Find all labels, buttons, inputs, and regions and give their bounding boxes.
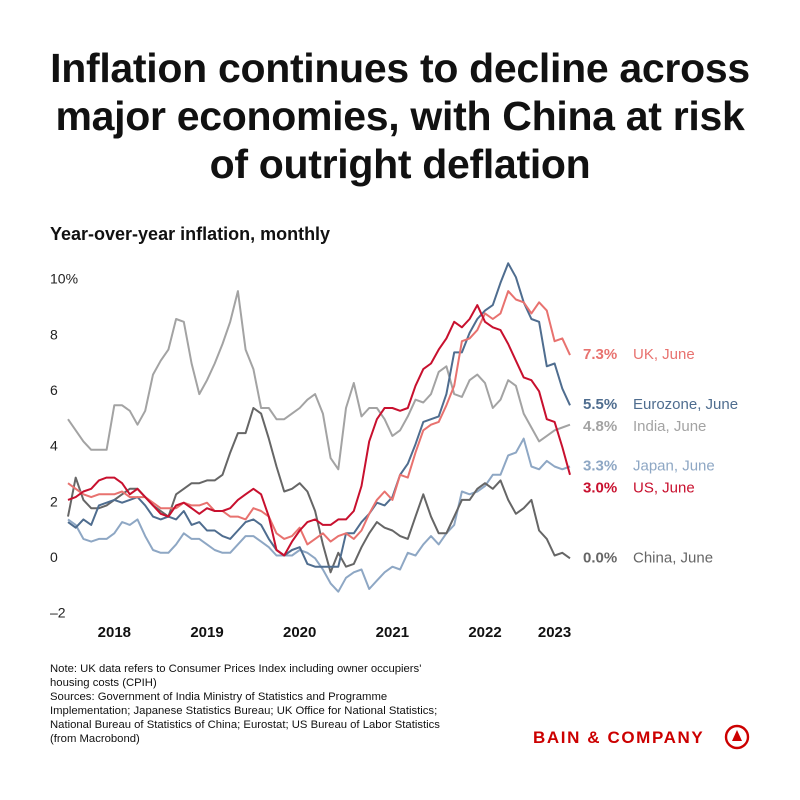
notes: Note: UK data refers to Consumer Prices … xyxy=(50,662,445,746)
legend-label: Japan, June xyxy=(633,457,715,474)
y-tick-label: 2 xyxy=(50,493,58,509)
y-tick-label: –2 xyxy=(50,605,66,621)
series-line xyxy=(67,290,571,471)
legend-label: India, June xyxy=(633,418,706,435)
legend-label: UK, June xyxy=(633,346,695,363)
legend-label: US, June xyxy=(633,479,695,496)
x-tick-label: 2022 xyxy=(468,624,501,641)
series-line xyxy=(67,262,571,568)
x-tick-label: 2018 xyxy=(98,624,131,641)
brand-icon-mark xyxy=(732,730,742,741)
note: Note: UK data refers to Consumer Prices … xyxy=(50,663,422,689)
chart-subtitle: Year-over-year inflation, monthly xyxy=(50,224,331,244)
end-value-label: 5.5% xyxy=(583,396,617,413)
end-value-label: 3.3% xyxy=(583,457,617,474)
series-line xyxy=(67,437,571,593)
x-tick-label: 2023 xyxy=(538,624,571,641)
legend-label: China, June xyxy=(633,549,713,566)
x-tick-label: 2019 xyxy=(190,624,223,641)
legend-label: Eurozone, June xyxy=(633,396,738,413)
end-value-label: 7.3% xyxy=(583,346,617,363)
x-tick-label: 2021 xyxy=(376,624,409,641)
y-tick-label: 8 xyxy=(50,326,58,342)
end-value-label: 4.8% xyxy=(583,418,617,435)
brand: BAIN & COMPANY xyxy=(533,728,705,747)
y-tick-label: 6 xyxy=(50,382,58,398)
y-tick-label: 0 xyxy=(50,549,58,565)
x-tick-label: 2020 xyxy=(283,624,316,641)
series-line xyxy=(67,304,571,557)
end-value-label: 0.0% xyxy=(583,549,617,566)
sources: Sources: Government of India Ministry of… xyxy=(50,691,440,745)
brand-icon-ring xyxy=(724,724,750,750)
brand-icon xyxy=(724,724,750,750)
end-value-label: 3.0% xyxy=(583,479,617,496)
y-tick-label: 10% xyxy=(50,271,78,287)
chart-title: Inflation continues to decline across ma… xyxy=(50,45,750,187)
series-line xyxy=(67,407,571,574)
series-line xyxy=(67,290,571,546)
y-tick-label: 4 xyxy=(50,438,58,454)
